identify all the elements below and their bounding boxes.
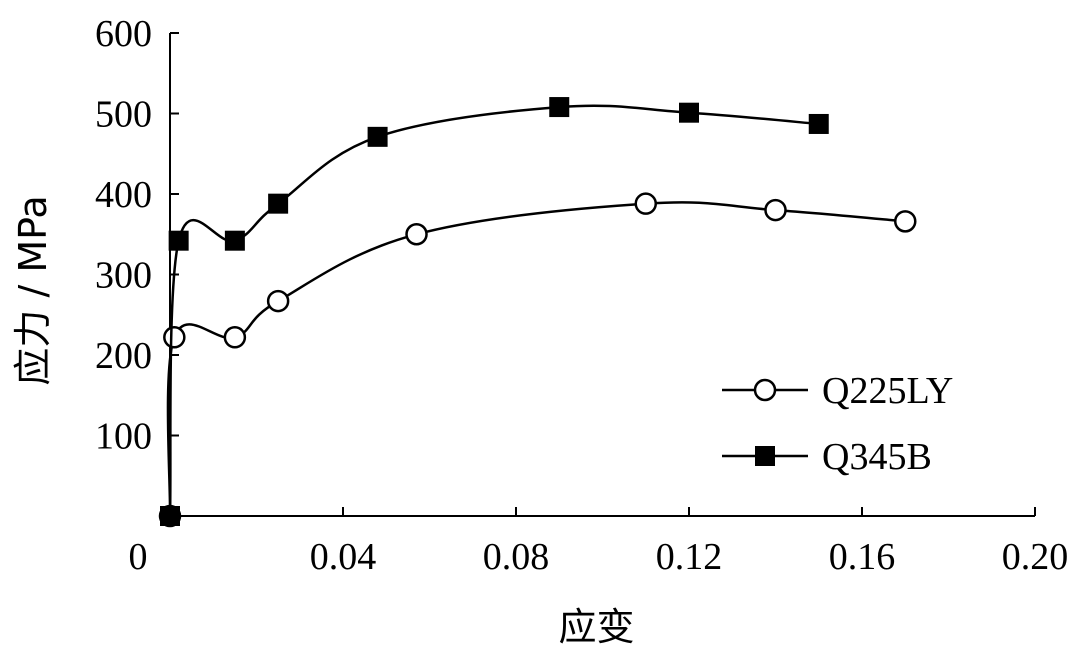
y-tick-label: 100 [95,416,152,458]
series-layer [158,97,917,528]
legend-label: Q225LY [822,370,953,412]
legend-marker [755,446,775,466]
x-tick-label: 0.08 [483,536,550,578]
x-tick-label: 0.20 [1002,536,1069,578]
legend-label: Q345B [822,436,932,478]
series-line [166,201,906,517]
data-point [224,230,245,251]
data-point [266,289,290,313]
data-point [405,223,428,246]
data-point [168,230,189,251]
legend: Q225LY Q345B [722,370,953,478]
data-point [367,126,388,147]
series-Q225LY [158,192,917,528]
data-point [163,326,186,349]
series-line [168,104,819,517]
y-tick-label: 300 [95,255,152,297]
y-ticks: 100 200 300 400 500 600 [95,13,179,458]
y-tick-label: 200 [95,335,152,377]
x-tick-label: 0.04 [310,536,377,578]
data-point [634,192,657,215]
x-tick-label: 0 [129,536,148,578]
x-tick-label: 0.12 [656,536,723,578]
data-point [268,193,289,214]
data-point [160,506,180,526]
x-axis-title: 应变 [558,605,634,649]
data-point [549,97,570,118]
y-tick-label: 600 [95,13,152,55]
y-tick-label: 400 [95,174,152,216]
y-tick-label: 500 [95,94,152,136]
x-ticks: 0 0.04 0.08 0.12 0.16 0.20 [129,507,1069,578]
data-point [223,326,247,349]
data-point [679,102,699,123]
y-axis-title: 应力 / MPa [11,195,55,385]
data-point [764,198,787,222]
legend-marker [753,378,777,402]
x-tick-label: 0.16 [829,536,896,578]
data-point [808,113,829,134]
series-Q345B [160,97,829,526]
data-point [894,210,917,233]
